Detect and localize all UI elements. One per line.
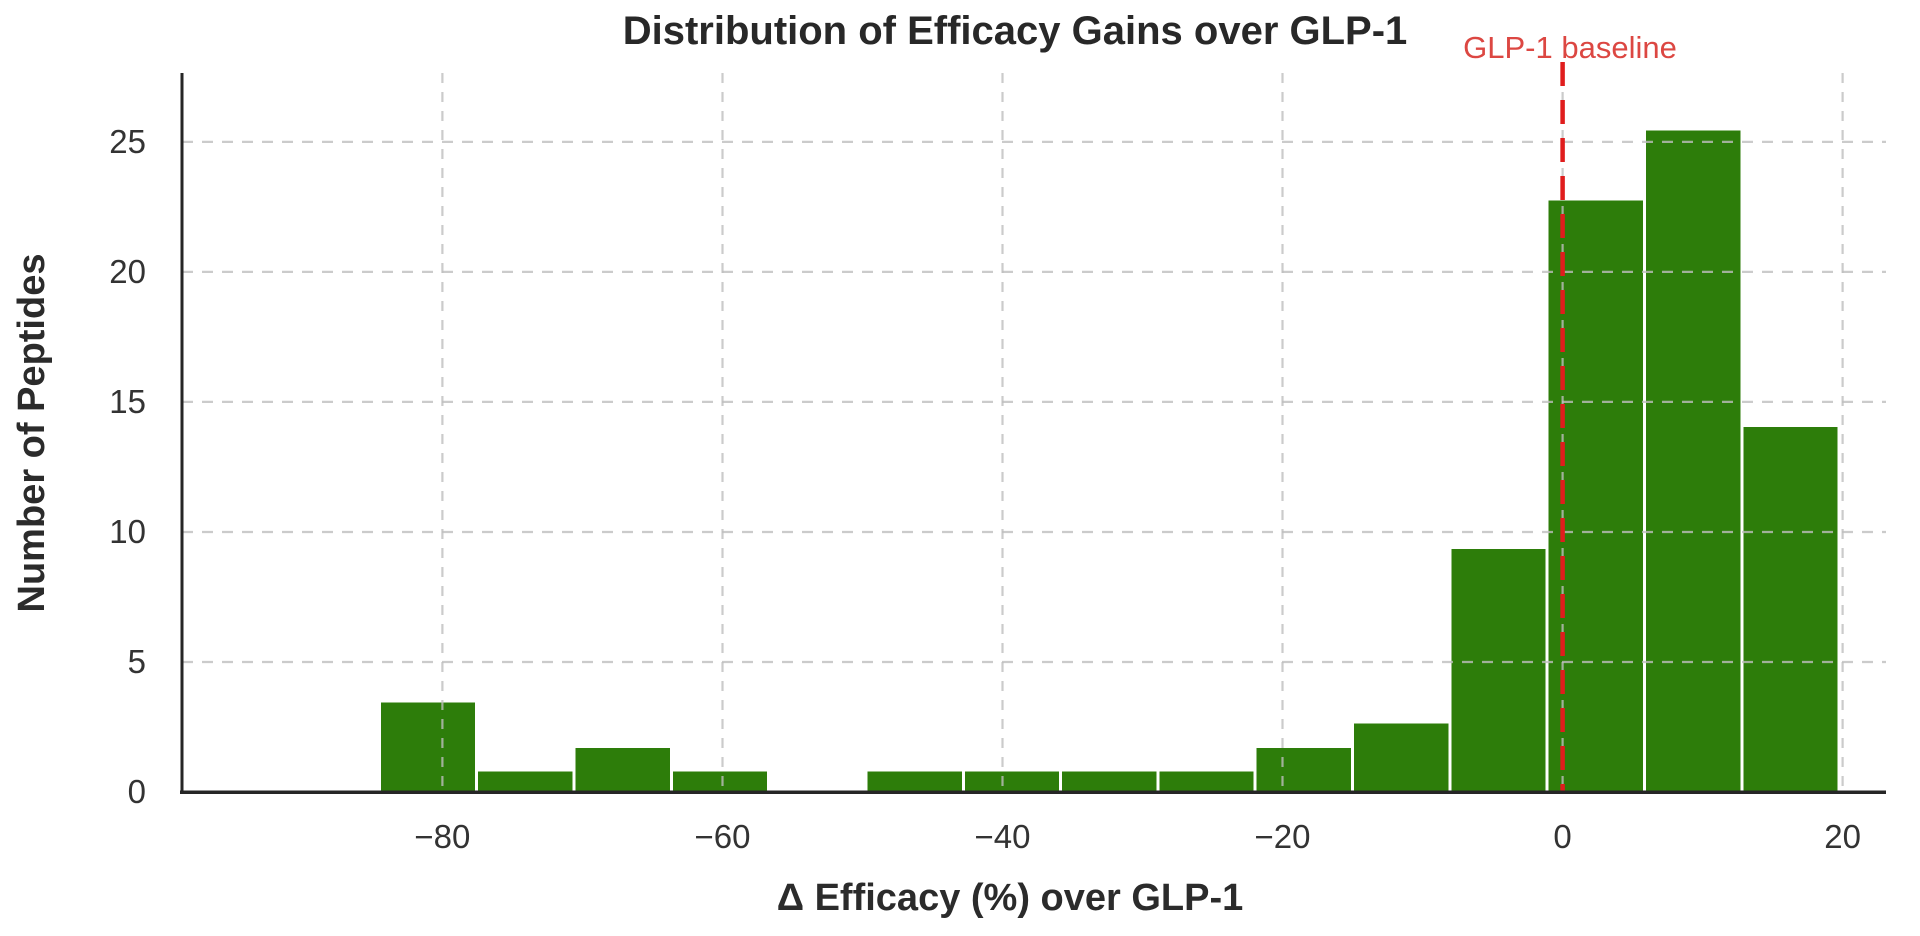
y-tick-label: 10	[109, 513, 146, 550]
x-tick-labels-layer: −80 −60 −40 −20 0 20	[414, 818, 1861, 855]
y-axis-label: Number of Peptides	[11, 254, 53, 613]
axes-spines-layer	[180, 73, 1886, 794]
bars-layer	[377, 127, 1841, 794]
x-tick-label: −60	[695, 818, 751, 855]
y-tick-label: 25	[109, 123, 146, 160]
histogram-bar	[1156, 768, 1257, 794]
histogram-bar	[1253, 745, 1354, 794]
y-tick-label: 5	[128, 643, 146, 680]
histogram-bar	[475, 768, 576, 794]
histogram-bar	[1643, 127, 1744, 794]
histogram-bar	[961, 768, 1063, 794]
x-tick-label: −80	[414, 818, 470, 855]
histogram-bar	[1448, 546, 1549, 794]
baseline-annotation-text: GLP-1 baseline	[1463, 30, 1677, 65]
histogram-bar	[864, 768, 965, 794]
x-tick-label: −40	[975, 818, 1031, 855]
x-tick-label: 20	[1824, 818, 1861, 855]
y-tick-label: 15	[109, 383, 146, 420]
histogram-bar	[1740, 423, 1841, 794]
y-tick-labels-layer: 0 5 10 15 20 25	[109, 123, 146, 810]
x-tick-label: 0	[1553, 818, 1571, 855]
y-tick-label: 20	[109, 253, 146, 290]
y-tick-label: 0	[128, 773, 146, 810]
histogram-bar	[1059, 768, 1160, 794]
x-tick-label: −20	[1255, 818, 1311, 855]
x-axis-label: Δ Efficacy (%) over GLP-1	[777, 877, 1244, 919]
histogram-bar	[1351, 720, 1452, 794]
chart-title: Distribution of Efficacy Gains over GLP-…	[623, 9, 1408, 53]
histogram-bar	[669, 768, 771, 794]
histogram-bar	[377, 699, 479, 794]
histogram-bar	[572, 745, 673, 794]
